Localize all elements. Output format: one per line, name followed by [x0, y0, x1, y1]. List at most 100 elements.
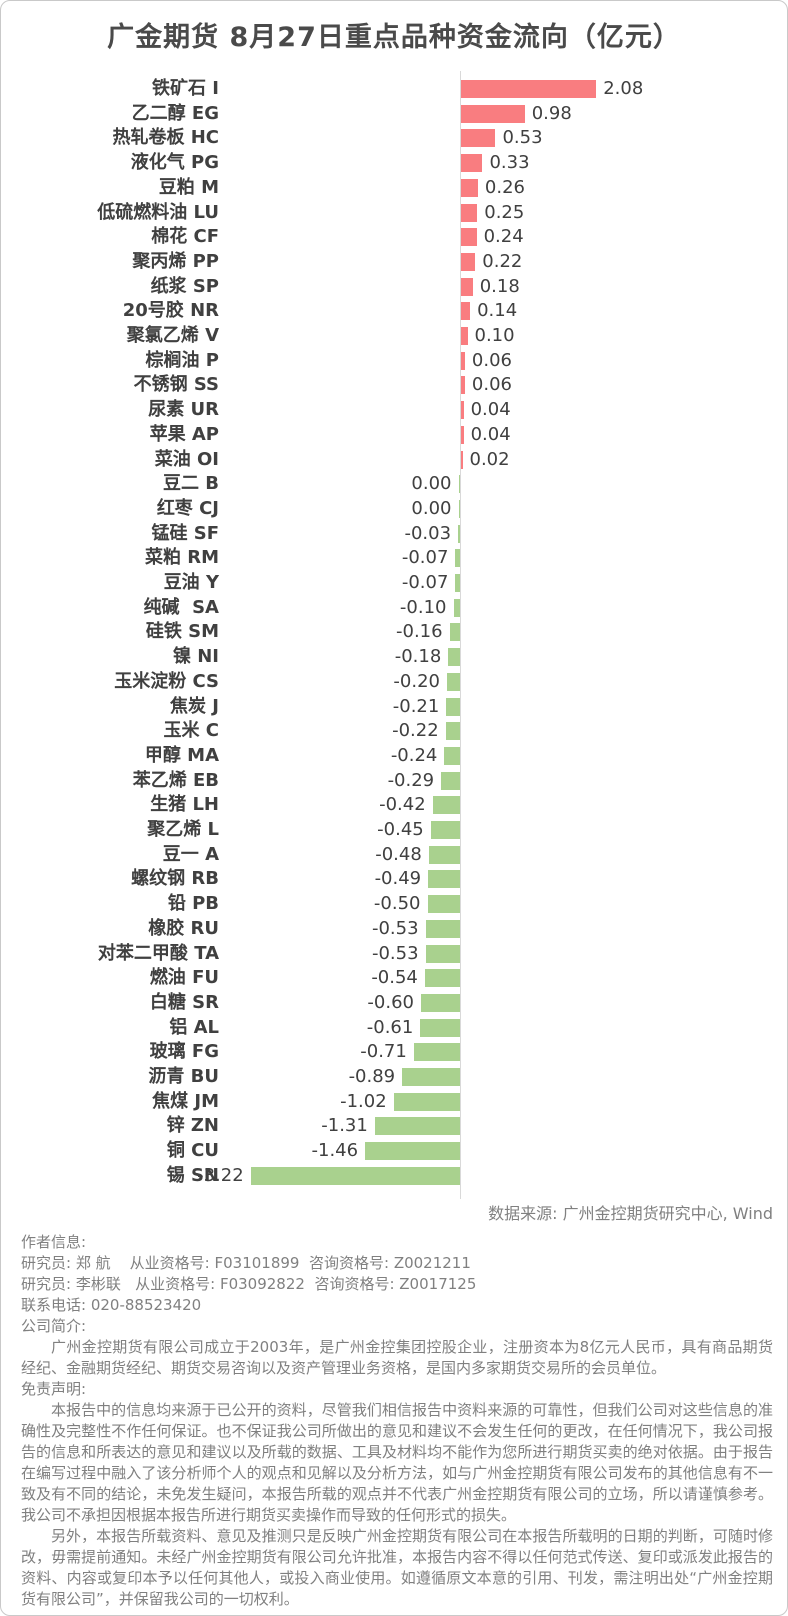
- bar: [448, 648, 460, 667]
- value-label: -0.07: [401, 572, 449, 593]
- zero-axis-line: [460, 71, 461, 1199]
- category-label: 甲醇 MA: [144, 744, 219, 766]
- bar-row: 液化气 PG 0.33: [1, 151, 787, 176]
- value-label: 0.14: [477, 300, 518, 322]
- bar-row: 豆二 B 0.00: [1, 472, 787, 497]
- value-label: 0.04: [470, 423, 511, 445]
- value-label: 0.00: [411, 497, 452, 519]
- bar: [461, 351, 465, 370]
- bar: [420, 1018, 460, 1037]
- category-label: 豆一 A: [162, 843, 219, 865]
- value-label: -0.42: [379, 794, 426, 816]
- researcher-line-2: 研究员: 李彬联 从业资格号: F03092822 咨询资格号: Z001712…: [21, 1275, 477, 1293]
- bar-row: 锰硅 SF -0.03: [1, 522, 787, 547]
- category-label: 豆油 Y: [163, 572, 219, 593]
- category-label: 聚丙烯 PP: [132, 250, 219, 272]
- category-label: 螺纹钢 RB: [131, 868, 219, 890]
- category-label: 豆二 B: [163, 473, 219, 495]
- value-label: -0.16: [396, 621, 443, 643]
- value-label: 0.33: [489, 152, 530, 174]
- category-label: 苯乙烯 EB: [132, 769, 219, 791]
- value-label: 0.98: [531, 102, 572, 124]
- data-source-note: 数据来源: 广州金控期货研究中心, Wind: [488, 1204, 773, 1223]
- category-label: 聚氯乙烯 V: [126, 325, 219, 346]
- bar-row: 尿素 UR 0.04: [1, 398, 787, 423]
- bar-row: 铝 AL -0.61: [1, 1016, 787, 1041]
- bar-row: 豆粕 M 0.26: [1, 176, 787, 201]
- bar-row: 20号胶 NR 0.14: [1, 299, 787, 324]
- bar: [425, 919, 460, 938]
- category-label: 聚乙烯 L: [147, 819, 219, 840]
- value-label: -0.29: [387, 769, 435, 791]
- category-label: 铅 PB: [167, 893, 219, 915]
- bar: [461, 376, 465, 395]
- bar-row: 纯碱 SA -0.10: [1, 596, 787, 621]
- category-label: 玉米淀粉 CS: [114, 670, 219, 692]
- disclaimer-paragraph-1: 本报告中的信息均来源于已公开的资料，尽管我们相信报告中资料来源的可靠性，但我们公…: [21, 1401, 773, 1524]
- bar: [365, 1142, 460, 1161]
- value-label: -0.24: [390, 744, 438, 766]
- company-intro-text: 广州金控期货有限公司成立于2003年，是广州金控集团控股企业，注册资本为8亿元人…: [21, 1338, 773, 1377]
- value-label: -0.61: [366, 1016, 414, 1038]
- category-label: 苹果 AP: [149, 423, 219, 445]
- value-label: -0.71: [360, 1041, 407, 1063]
- value-label: 0.06: [471, 349, 512, 371]
- bar: [458, 475, 460, 494]
- value-label: -1.02: [340, 1090, 387, 1112]
- company-intro-header: 公司简介:: [21, 1317, 87, 1335]
- category-label: 纯碱 SA: [143, 596, 219, 618]
- author-info-header: 作者信息:: [21, 1233, 87, 1251]
- bar-row: 聚乙烯 L -0.45: [1, 818, 787, 843]
- bar-row: 铅 PB -0.50: [1, 892, 787, 917]
- chart-title: 广金期货 8月27日重点品种资金流向（亿元）: [107, 22, 681, 53]
- value-label: 0.24: [483, 226, 524, 248]
- value-label: 0.53: [502, 127, 543, 149]
- value-label: -0.50: [373, 893, 421, 915]
- bar-row: 锌 ZN -1.31: [1, 1114, 787, 1139]
- category-label: 锰硅 SF: [151, 522, 219, 544]
- bar: [446, 697, 460, 716]
- bar-row: 焦炭 J -0.21: [1, 695, 787, 720]
- disclaimer-header: 免责声明:: [21, 1380, 87, 1398]
- value-label: -0.18: [394, 646, 442, 668]
- bar: [424, 969, 460, 988]
- bar: [458, 524, 460, 543]
- bar: [250, 1166, 460, 1185]
- value-label: -3.22: [197, 1164, 244, 1186]
- category-label: 玉米 C: [163, 720, 219, 742]
- category-label: 铁矿石 I: [152, 78, 219, 99]
- value-label: -1.31: [321, 1115, 368, 1137]
- bar: [461, 228, 477, 247]
- value-label: -0.22: [392, 720, 439, 742]
- category-label: 锌 ZN: [166, 1115, 219, 1137]
- bar: [461, 252, 476, 271]
- bar: [461, 129, 496, 148]
- value-label: -0.07: [401, 547, 449, 569]
- bar-row: 不锈钢 SS 0.06: [1, 373, 787, 398]
- bar: [425, 944, 460, 963]
- bar-row: 菜粕 RM -0.07: [1, 546, 787, 571]
- bar: [461, 302, 471, 321]
- contact-phone: 联系电话: 020-88523420: [21, 1296, 202, 1314]
- category-label: 低硫燃料油 LU: [97, 201, 219, 223]
- bar: [461, 450, 463, 469]
- bar-row: 焦煤 JM -1.02: [1, 1090, 787, 1115]
- value-label: -0.53: [371, 917, 419, 939]
- bar-row: 沥青 BU -0.89: [1, 1065, 787, 1090]
- value-label: 0.18: [479, 275, 520, 297]
- value-label: -1.46: [311, 1140, 359, 1162]
- bar: [413, 1043, 460, 1062]
- bar-row: 棕榈油 P 0.06: [1, 349, 787, 374]
- bar-row: 红枣 CJ 0.00: [1, 497, 787, 522]
- category-label: 菜粕 RM: [144, 547, 219, 569]
- category-label: 铜 CU: [166, 1140, 219, 1162]
- category-label: 焦煤 JM: [152, 1090, 219, 1112]
- bar: [461, 178, 478, 197]
- value-label: 0.26: [484, 176, 525, 198]
- bar: [428, 845, 460, 864]
- category-label: 白糖 SR: [149, 991, 219, 1013]
- bar-row: 热轧卷板 HC 0.53: [1, 126, 787, 151]
- bar-row: 玉米 C -0.22: [1, 719, 787, 744]
- value-label: 0.02: [469, 448, 510, 470]
- value-label: -0.45: [377, 819, 424, 840]
